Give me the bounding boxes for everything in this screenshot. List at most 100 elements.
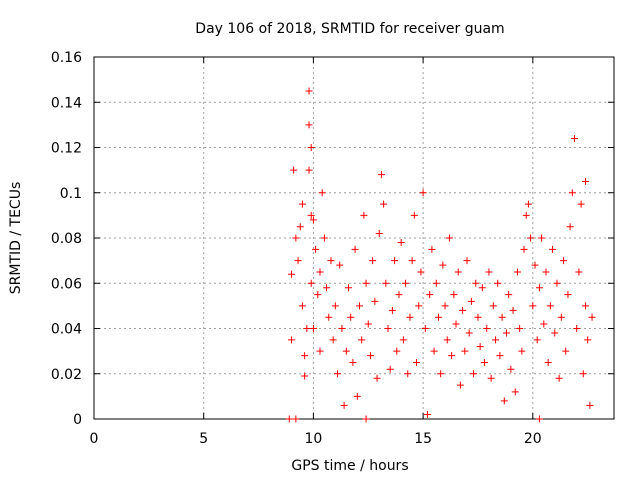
data-point [323,284,331,292]
data-point [566,223,574,231]
data-point [573,325,581,332]
data-point [413,358,421,366]
data-point [529,302,537,310]
data-point [452,320,460,328]
data-point [481,358,489,366]
data-point [316,268,324,276]
data-point [426,291,434,299]
data-point [342,347,350,355]
data-point [347,313,355,321]
data-point [467,297,475,305]
data-point [320,234,328,242]
y-tick-label: 0.1 [60,186,82,202]
data-point [437,370,445,378]
x-tick-label: 20 [524,431,542,447]
data-point [307,211,315,219]
chart-title: Day 106 of 2018, SRMTID for receiver gua… [195,21,504,37]
y-tick-labels: 0 0.02 0.04 0.06 0.08 0.1 0.12 0.14 0.16 [51,50,82,428]
data-point [524,200,532,208]
data-point [434,313,442,321]
data-point [562,347,570,355]
data-point [557,313,565,321]
data-point [511,388,519,396]
data-point [307,144,315,151]
data-point [309,325,317,332]
data-point [362,279,370,287]
data-point [472,279,480,287]
data-point [287,336,295,344]
data-point [294,257,302,265]
data-point [502,329,510,337]
data-point [415,302,423,310]
data-point [538,234,546,242]
x-axis-label: GPS time / hours [291,458,408,474]
data-point [340,401,348,409]
data-point [564,291,572,299]
y-tick-label: 0.06 [51,276,82,292]
data-point [377,171,385,179]
y-tick-label: 0.16 [51,50,82,66]
data-point [509,306,517,314]
data-point [588,313,596,321]
plot-frame [93,56,615,420]
data-point [345,284,353,292]
data-point [353,392,361,400]
data-point [382,279,390,287]
data-point [285,415,293,423]
data-point [327,257,335,265]
data-point [535,284,543,292]
data-point [408,257,416,265]
y-tick-label: 0 [73,412,82,428]
data-point [410,211,418,219]
data-point [430,347,438,355]
data-point [531,261,539,269]
data-point [393,347,401,355]
data-point [371,297,379,305]
data-point [349,358,357,366]
data-point [298,302,306,310]
data-point [421,325,429,332]
data-point [461,347,469,355]
data-point [581,177,589,185]
data-point [584,336,592,344]
data-point [535,415,543,423]
data-point [402,279,410,287]
data-point [505,291,513,299]
data-point [575,268,583,276]
data-point [296,223,304,231]
data-point [459,306,467,314]
data-point [476,343,484,351]
data-point [395,291,403,299]
data-point [474,313,482,321]
data-point [386,365,394,373]
data-point [568,189,576,197]
data-point [478,284,486,292]
data-point [441,302,449,310]
data-point [439,261,447,269]
data-point [518,347,526,355]
data-point [380,200,388,208]
y-tick-label: 0.14 [51,95,82,111]
data-point [500,397,508,405]
y-tick-label: 0.02 [51,367,82,383]
data-point [292,234,300,242]
data-point [307,279,315,287]
data-point [399,336,407,344]
data-point [516,325,524,332]
data-point [314,291,322,299]
y-tick-label: 0.12 [51,141,82,157]
data-point [358,336,366,344]
data-point [360,211,368,219]
y-tick-label: 0.08 [51,231,82,247]
data-point [338,325,346,332]
data-point [336,261,344,269]
x-tick-labels: 0 5 10 15 20 [90,431,542,447]
data-point [450,291,458,299]
data-point [498,313,506,321]
data-point [351,245,359,253]
data-point [290,166,298,174]
data-point [362,415,370,423]
data-point [571,134,579,142]
y-tick-label: 0.04 [51,322,82,338]
